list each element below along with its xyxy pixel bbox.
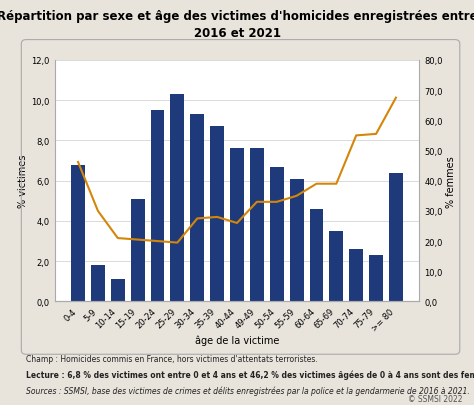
Y-axis label: % femmes: % femmes [446, 156, 456, 207]
Bar [369, 256, 383, 302]
Bar [230, 149, 244, 302]
Text: © SSMSI 2022: © SSMSI 2022 [408, 394, 462, 403]
Bar [171, 95, 184, 302]
Text: Sources : SSMSI, base des victimes de crimes et délits enregistrées par la polic: Sources : SSMSI, base des victimes de cr… [26, 385, 470, 394]
Bar [91, 266, 105, 302]
Bar [349, 249, 363, 302]
Text: Répartition par sexe et âge des victimes d'homicides enregistrées entre
2016 et : Répartition par sexe et âge des victimes… [0, 10, 474, 40]
Bar [190, 115, 204, 302]
Y-axis label: % victimes: % victimes [18, 155, 28, 208]
Bar [250, 149, 264, 302]
X-axis label: âge de la victime: âge de la victime [195, 335, 279, 345]
Bar [210, 127, 224, 302]
Bar [310, 209, 323, 302]
Bar [389, 173, 403, 302]
Text: Lecture : 6,8 % des victimes ont entre 0 et 4 ans et 46,2 % des victimes âgées d: Lecture : 6,8 % des victimes ont entre 0… [26, 370, 474, 379]
Text: Champ : Homicides commis en France, hors victimes d'attentats terroristes.: Champ : Homicides commis en France, hors… [26, 354, 318, 363]
Bar [329, 231, 343, 302]
Bar [270, 167, 284, 302]
Bar [151, 111, 164, 302]
Bar [131, 199, 145, 302]
Bar [71, 165, 85, 302]
Bar [111, 279, 125, 302]
Bar [290, 179, 303, 302]
